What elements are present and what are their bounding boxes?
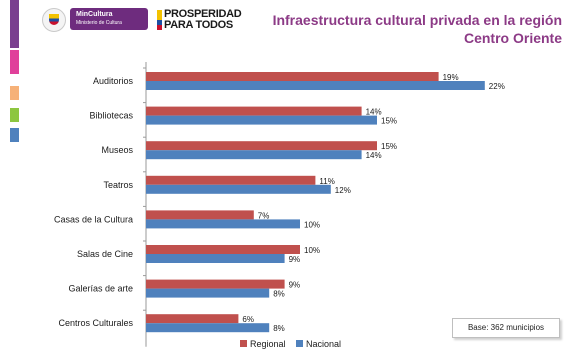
bar-regional [146,106,362,116]
data-label-regional: 7% [258,211,270,220]
bar-nacional [146,219,300,229]
mincultura-logo: MinCultura Ministerio de Cultura [70,8,148,30]
data-label-nacional: 8% [273,324,285,333]
data-label-regional: 9% [289,281,301,290]
data-label-nacional: 12% [335,186,351,195]
bar-regional [146,314,239,324]
data-label-nacional: 10% [304,220,320,229]
mincultura-logo-subtitle: Ministerio de Cultura [76,20,122,26]
legend-label-regional: Regional [250,339,286,349]
bar-nacional [146,288,270,298]
category-label: Teatros [103,180,133,190]
side-stripe-blue [10,128,19,142]
legend-swatch-nacional [296,340,303,347]
data-label-nacional: 8% [273,290,285,299]
colombia-seal-logo [42,8,66,32]
data-label-regional: 15% [381,142,397,151]
bar-regional [146,210,254,220]
category-label: Auditorios [93,76,134,86]
bar-nacional [146,81,485,90]
legend-label-nacional: Nacional [306,339,341,349]
prosperidad-flag-icon [157,10,162,30]
legend-swatch-regional [240,340,247,347]
data-label-regional: 19% [443,73,459,82]
prosperidad-logo: PROSPERIDAD PARA TODOS [164,8,242,31]
data-label-nacional: 9% [289,255,301,264]
category-label: Casas de la Cultura [54,214,133,224]
data-label-nacional: 15% [381,117,397,126]
category-label: Centros Culturales [58,318,133,328]
category-label: Galerías de arte [68,284,133,294]
side-stripe-pink [10,50,19,74]
side-stripe-green [10,108,19,122]
bar-nacional [146,184,331,194]
category-label: Salas de Cine [77,249,133,259]
bar-regional [146,72,439,81]
data-label-regional: 10% [304,246,320,255]
bar-nacional [146,115,377,125]
chart-title: Infraestructura cultural privada en la r… [272,12,562,46]
data-label-regional: 14% [366,108,382,117]
data-label-regional: 6% [242,315,254,324]
bar-nacional [146,254,285,263]
bar-regional [146,279,285,289]
category-label: Bibliotecas [89,111,133,121]
base-note: Base: 362 municipios [452,318,560,338]
data-label-nacional: 22% [489,82,505,91]
data-label-nacional: 14% [366,151,382,160]
bar-regional [146,175,316,185]
data-label-regional: 11% [319,177,334,186]
bar-nacional [146,150,362,160]
side-stripe-purple [10,0,19,48]
category-label: Museos [101,145,133,155]
mincultura-logo-name: MinCultura [76,11,113,18]
bar-regional [146,141,377,151]
bar-nacional [146,323,270,333]
bar-regional [146,245,300,254]
side-stripe-orange [10,86,19,100]
